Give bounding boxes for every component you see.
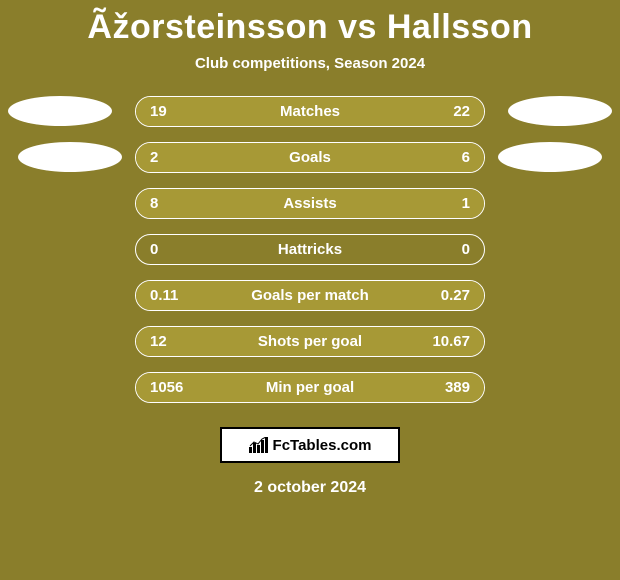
team-badge-right-1: [508, 96, 612, 126]
stat-row: 2Goals6: [135, 142, 485, 173]
stat-label: Goals: [136, 149, 484, 166]
stat-value-right: 22: [453, 103, 470, 120]
stat-label: Min per goal: [136, 379, 484, 396]
stat-row: 0.11Goals per match0.27: [135, 280, 485, 311]
subtitle: Club competitions, Season 2024: [195, 55, 425, 72]
team-badge-left-1: [8, 96, 112, 126]
stat-value-right: 1: [462, 195, 470, 212]
stat-label: Hattricks: [136, 241, 484, 258]
stat-row: 19Matches22: [135, 96, 485, 127]
stats-area: 19Matches22 2Goals6 8Assists1 0Hattricks0 0.…: [0, 96, 620, 403]
stat-row: 12Shots per goal10.67: [135, 326, 485, 357]
team-badge-right-2: [498, 142, 602, 172]
page-title: Ãžorsteinsson vs Hallsson: [87, 8, 532, 47]
stat-row: 0Hattricks0: [135, 234, 485, 265]
team-badge-left-2: [18, 142, 122, 172]
stat-value-right: 6: [462, 149, 470, 166]
stat-row: 8Assists1: [135, 188, 485, 219]
stat-value-right: 10.67: [432, 333, 470, 350]
stat-value-right: 389: [445, 379, 470, 396]
stat-label: Goals per match: [136, 287, 484, 304]
stat-value-right: 0: [462, 241, 470, 258]
brand-box: FcTables.com: [220, 427, 400, 463]
stat-label: Assists: [136, 195, 484, 212]
brand-text: FcTables.com: [273, 437, 372, 454]
stat-row: 1056Min per goal389: [135, 372, 485, 403]
bar-chart-icon: [249, 437, 269, 453]
stat-value-right: 0.27: [441, 287, 470, 304]
date-text: 2 october 2024: [254, 479, 366, 497]
stat-label: Matches: [136, 103, 484, 120]
